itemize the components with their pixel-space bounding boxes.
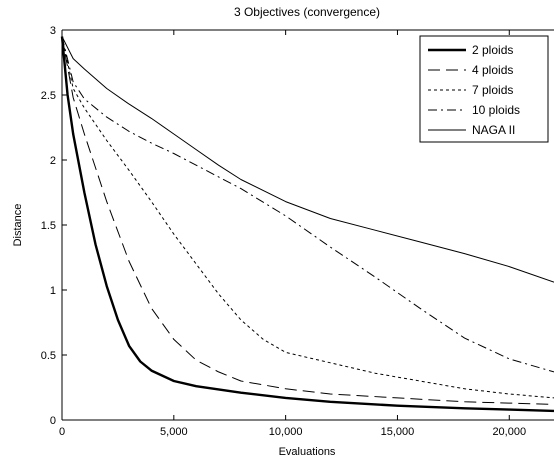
x-tick-label: 5,000 <box>160 426 188 438</box>
legend-box <box>419 35 549 143</box>
y-axis-label: Distance <box>12 204 24 247</box>
legend-label-3: 7 ploids <box>472 83 513 97</box>
y-tick-label: 1 <box>50 285 56 297</box>
x-tick-label: 10,000 <box>269 426 303 438</box>
series-line-5 <box>61 36 554 283</box>
y-tick-label: 0 <box>50 415 56 427</box>
y-tick-label: 0.5 <box>41 350 56 362</box>
series-layer <box>60 36 554 413</box>
legend-label-1: 2 ploids <box>472 43 513 57</box>
legend-label-4: 10 ploids <box>472 103 520 117</box>
legend: 2 ploids 4 ploids 7 ploids 10 ploids NAGA II <box>419 35 549 143</box>
legend-label-5: NAGA II <box>472 123 515 137</box>
legend-label-2: 4 ploids <box>472 63 513 77</box>
series-line-2 <box>61 36 554 405</box>
series-line-1 <box>60 36 554 413</box>
series-line-4 <box>61 36 554 373</box>
y-tick-label: 2.5 <box>41 90 56 102</box>
y-tick-label: 1.5 <box>41 220 56 232</box>
x-tick-label: 0 <box>59 426 65 438</box>
x-tick-label: 20,000 <box>492 426 526 438</box>
y-tick-label: 2 <box>50 155 56 167</box>
y-tick-label: 3 <box>50 25 56 37</box>
series-line-3 <box>61 36 554 399</box>
tick-layer: 0 5,000 10,000 15,000 20,000 0 0.5 1 1.5 2 2.5 3 <box>41 25 526 438</box>
chart-title: 3 Objectives (convergence) <box>234 5 380 19</box>
x-axis-label: Evaluations <box>279 446 336 458</box>
x-tick-label: 15,000 <box>381 426 415 438</box>
